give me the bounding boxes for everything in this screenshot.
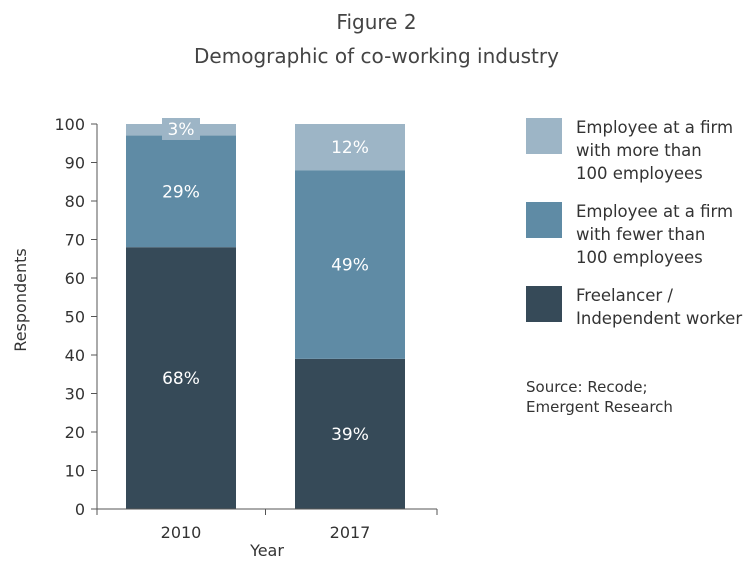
figure-number: Figure 2: [336, 10, 417, 34]
bar-2017-series-2: [295, 124, 405, 171]
legend-swatch-fewer-than-100: [526, 202, 562, 238]
chart-title: Demographic of co-working industry: [194, 44, 559, 68]
bar-2010-series-0: [126, 247, 236, 509]
y-tick-label-50: 50: [65, 308, 85, 327]
bar-label-2010-series-2: 3%: [168, 120, 195, 140]
x-tick-label-2017: 2017: [330, 523, 371, 542]
legend-label-more-than-100: Employee at a firm with more than 100 em…: [576, 118, 734, 183]
y-tick-label-70: 70: [65, 231, 85, 250]
bar-label-box-2010-series-2: [162, 118, 200, 140]
legend-swatch-freelancer: [526, 286, 562, 322]
y-tick-label-40: 40: [65, 346, 85, 365]
y-tick-label-60: 60: [65, 269, 85, 288]
legend-label-freelancer: Freelancer / Independent worker: [576, 286, 743, 328]
y-tick-label-20: 20: [65, 423, 85, 442]
y-tick-label-80: 80: [65, 192, 85, 211]
source-note: Source: Recode; Emergent Research: [526, 378, 673, 416]
bar-2017-series-1: [295, 170, 405, 359]
x-tick-label-2010: 2010: [161, 523, 202, 542]
y-axis-title: Respondents: [11, 248, 30, 351]
bar-label-2017-series-1: 49%: [331, 256, 369, 276]
y-tick-label-10: 10: [65, 462, 85, 481]
x-axis-title: Year: [249, 541, 284, 560]
legend-swatch-more-than-100: [526, 118, 562, 154]
bar-label-2017-series-2: 12%: [331, 138, 369, 158]
bar-2017-series-0: [295, 358, 405, 509]
legend-label-fewer-than-100: Employee at a firm with fewer than 100 e…: [576, 202, 734, 267]
y-tick-label-90: 90: [65, 154, 85, 173]
bar-label-2010-series-1: 29%: [162, 182, 200, 202]
bar-label-2017-series-0: 39%: [331, 425, 369, 445]
bar-label-2010-series-0: 68%: [162, 369, 200, 389]
y-tick-label-0: 0: [75, 500, 85, 519]
bar-2010-series-1: [126, 135, 236, 248]
y-tick-label-100: 100: [54, 115, 85, 134]
y-tick-label-30: 30: [65, 385, 85, 404]
